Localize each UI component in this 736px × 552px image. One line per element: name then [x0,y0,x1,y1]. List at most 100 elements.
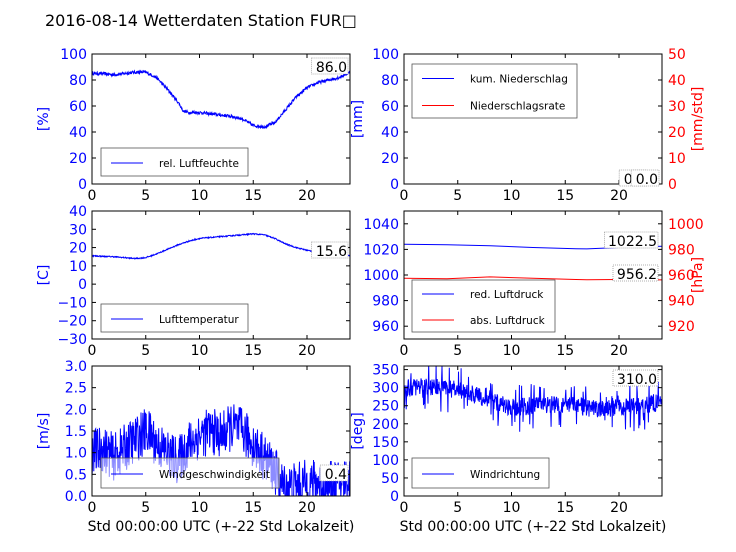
y-tick-label: 960 [372,319,399,335]
annotation-value: 0.4 [325,467,347,483]
y-tick-label: 1000 [363,268,399,284]
x-axis-label: Std 00:00:00 UTC (+-22 Std Lokalzeit) [400,519,667,535]
annotation-value: 956.2 [617,267,657,283]
y-tick-label: 40 [381,125,399,141]
legend-label: abs. Luftdruck [470,315,546,327]
legend: rel. Luftfeuchte [100,147,249,177]
y-tick-label: 60 [69,99,87,115]
x-tick-label: 0 [88,500,97,516]
y-tick-label: 80 [69,73,87,89]
y-axis-label: [mm] [350,100,366,138]
series-group [404,366,662,432]
figure-title: 2016-08-14 Wetterdaten Station FUR□ [45,11,357,30]
x-tick-label: 20 [610,500,628,516]
legend-label: Lufttemperatur [159,314,239,326]
x-tick-label: 5 [141,188,150,204]
plot-frame [91,210,351,340]
y-tick-label: 200 [372,417,399,433]
legend-label: kum. Niederschlag [470,74,568,86]
x-tick-label: 0 [88,343,97,359]
y2-tick-label: 10 [668,151,686,167]
panel-humidity: 0 5 10 15 20 0 20 40 60 80 100 [%] 86.0 rel. Luftfeuc… [36,47,351,204]
x-tick-label: 10 [191,500,209,516]
series-group [92,404,350,496]
legend-label: red. Luftdruck [470,289,544,301]
legend: Lufttemperatur [100,303,249,333]
y2-tick-label: 50 [668,47,686,63]
y-tick-label: −30 [57,332,87,348]
legend: Windgeschwindigkeit [100,457,280,489]
legend-frame [411,279,556,333]
y-tick-label: 0.5 [65,467,87,483]
x-tick-label: 15 [556,343,574,359]
y-tick-label: 0 [78,177,87,193]
y-tick-label: 100 [372,47,399,63]
annotation-value: 86.0 [316,60,347,76]
y-tick-label: 10 [69,259,87,275]
legend-label: Windgeschwindigkeit [159,469,270,481]
y-tick-label: 40 [69,204,87,220]
y-tick-label: 20 [381,151,399,167]
x-tick-label: 20 [298,188,316,204]
y-tick-label: 60 [381,99,399,115]
annotation-value: 0.0 [636,172,658,188]
x-tick-label: 5 [453,343,462,359]
y2-tick-label: 960 [668,268,695,284]
y-tick-label: 150 [372,435,399,451]
y-tick-label: −20 [57,314,87,330]
x-tick-label: 10 [191,343,209,359]
x-tick-label: 20 [298,343,316,359]
x-axis-label: Std 00:00:00 UTC (+-22 Std Lokalzeit) [88,519,355,535]
plot-frame [403,53,663,185]
y2-tick-label: 920 [668,319,695,335]
annotation-box [319,464,349,482]
y-tick-label: 1.5 [65,424,87,440]
y-axis-label: [m/s] [36,413,52,450]
y-tick-label: 1040 [363,217,399,233]
series-line-lufttemperatur [92,232,350,260]
y2-tick-label: 1000 [668,217,704,233]
y-tick-label: 0 [390,177,399,193]
y-tick-label: 0 [390,489,399,505]
legend-label: Windrichtung [470,469,540,481]
legend: Windrichtung [411,457,550,489]
x-tick-label: 20 [610,188,628,204]
y-tick-label: 2.5 [65,381,87,397]
x-tick-label: 15 [556,500,574,516]
y-tick-label: 980 [372,294,399,310]
x-tick-label: 15 [244,500,262,516]
legend-frame [100,303,249,333]
series-line-windgeschwindigkeit [92,404,350,496]
y-tick-label: 0.0 [65,489,87,505]
annotation-box [311,57,349,75]
y-tick-label: 40 [69,125,87,141]
x-tick-label: 10 [503,188,521,204]
x-tick-label: 10 [503,343,521,359]
y-tick-label: 20 [69,151,87,167]
legend-label: Niederschlagsrate [470,101,565,113]
annotation-box [612,264,659,282]
y2-tick-label: 40 [668,73,686,89]
x-tick-label: 10 [191,188,209,204]
annotation-box [630,169,660,187]
annotation-value: 15.6 [316,244,347,260]
legend: red. Luftdruck abs. Luftdruck [411,279,556,333]
legend-frame [411,63,578,119]
y2-tick-label: 980 [668,242,695,258]
plot-frame [403,365,663,497]
panel-pressure: 0 5 10 15 20 960 980 1000 1020 1040 920 940 960 980 10… [363,210,706,359]
annotation-box [311,241,349,259]
legend-frame [100,147,249,177]
y-tick-label: 300 [372,381,399,397]
y2-axis-label: [mm/std] [690,87,706,152]
series-group [92,232,350,260]
series-line-rel-luftfeuchte [92,69,350,130]
x-tick-label: 20 [298,500,316,516]
annotation-box [612,369,659,387]
panel-temperature: 0 5 10 15 20 −30 −20 −10 0 10 20 30 40 [C] 15.6 Lufttem… [36,204,351,359]
x-tick-label: 10 [503,500,521,516]
x-tick-label: 15 [244,343,262,359]
y2-tick-label: 20 [668,125,686,141]
y2-tick-label: 940 [668,294,695,310]
